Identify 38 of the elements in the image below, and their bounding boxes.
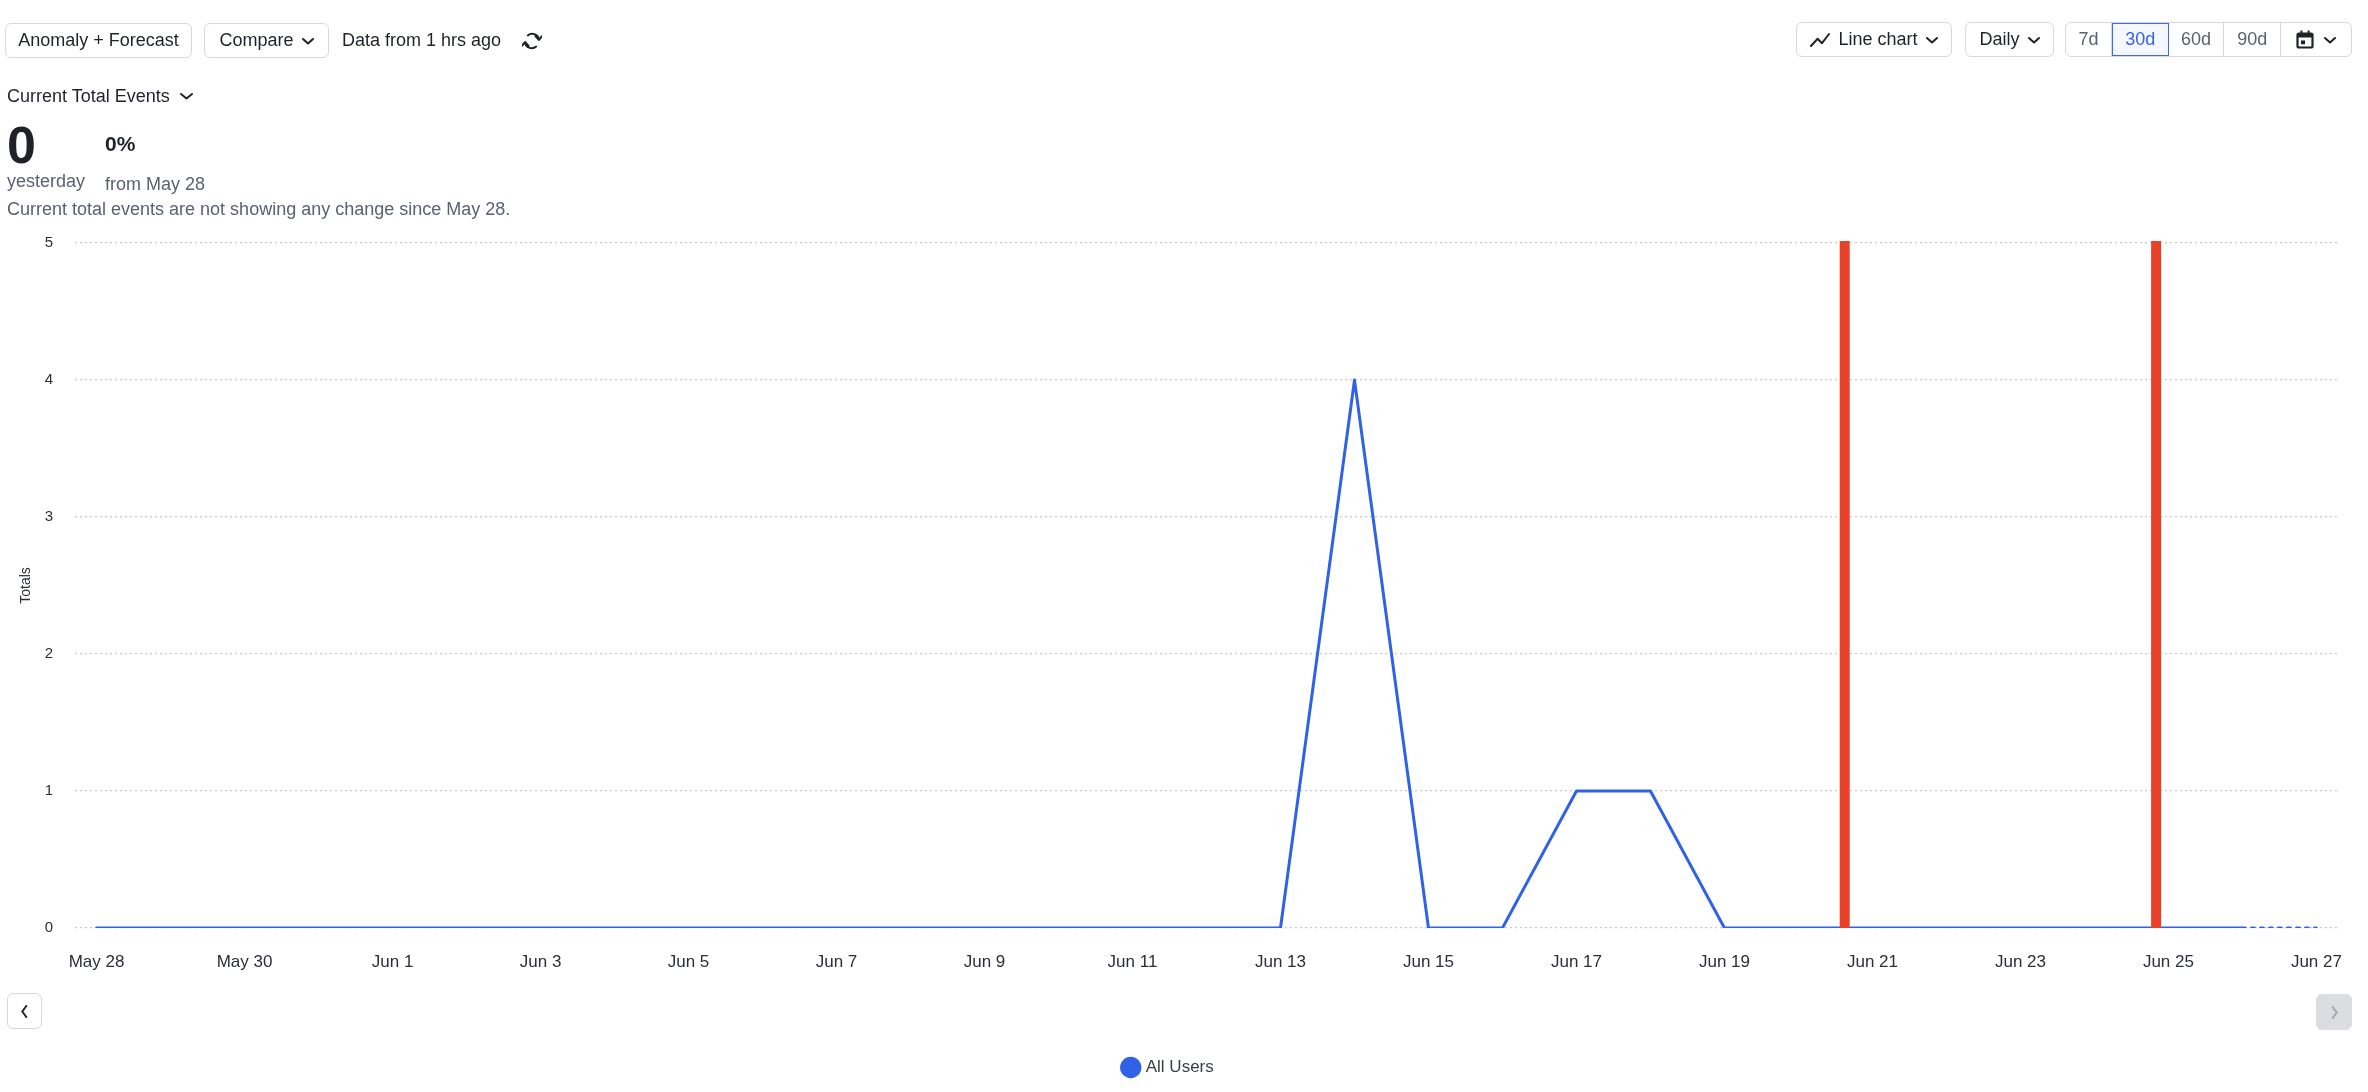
text: Current total events are not showing any change since May 28. [7, 198, 511, 220]
x-tick-label: Jun 25 [2142, 951, 2194, 971]
dropdown-button: Line chart [1796, 22, 1952, 57]
x-tick-label: Jun 5 [667, 951, 710, 971]
text: Data from 1 hrs ago [342, 29, 502, 52]
text: 0% [105, 131, 136, 156]
tab-button: 90d [2224, 23, 2282, 56]
dropdown-button: Daily [1965, 22, 2054, 57]
y-tick-label: 4 [44, 370, 53, 388]
x-tick-label: Jun 11 [1107, 951, 1158, 971]
tab-button: 60d [2168, 23, 2225, 56]
x-tick-label: Jun 27 [2290, 951, 2342, 971]
toggle-button: Anomaly + Forecast [5, 23, 192, 58]
text: yesterday [7, 170, 86, 192]
x-tick-label: Jun 23 [1994, 951, 2046, 971]
x-tick-label: Jun 21 [1846, 951, 1898, 971]
tab-button: 7d [2066, 23, 2112, 56]
chart-title: Current Total Events [7, 85, 170, 107]
x-tick-label: Jun 17 [1550, 951, 1602, 971]
x-tick-label: Jun 13 [1254, 951, 1307, 971]
text: from May 28 [105, 173, 206, 195]
x-tick-label: Jun 7 [815, 951, 858, 971]
y-tick-label: 0 [44, 918, 53, 936]
y-tick-label: 5 [44, 233, 53, 251]
x-tick-label: Jun 1 [371, 951, 414, 971]
x-tick-label: May 30 [216, 951, 273, 971]
legend-label: All Users [1145, 1057, 1214, 1077]
x-tick-label: Jun 15 [1402, 951, 1455, 971]
y-tick-label: 3 [44, 507, 53, 525]
x-tick-label: Jun 3 [519, 951, 562, 971]
y-axis-title: Totals [17, 567, 34, 604]
x-tick-label: Jun 19 [1698, 951, 1750, 971]
y-tick-label: 1 [44, 781, 53, 799]
dropdown-button: Compare [204, 23, 329, 58]
x-tick-label: Jun 9 [963, 951, 1006, 971]
y-tick-label: 2 [44, 644, 53, 662]
x-tick-label: May 28 [68, 951, 125, 971]
tab-button: 30d [2111, 23, 2169, 56]
